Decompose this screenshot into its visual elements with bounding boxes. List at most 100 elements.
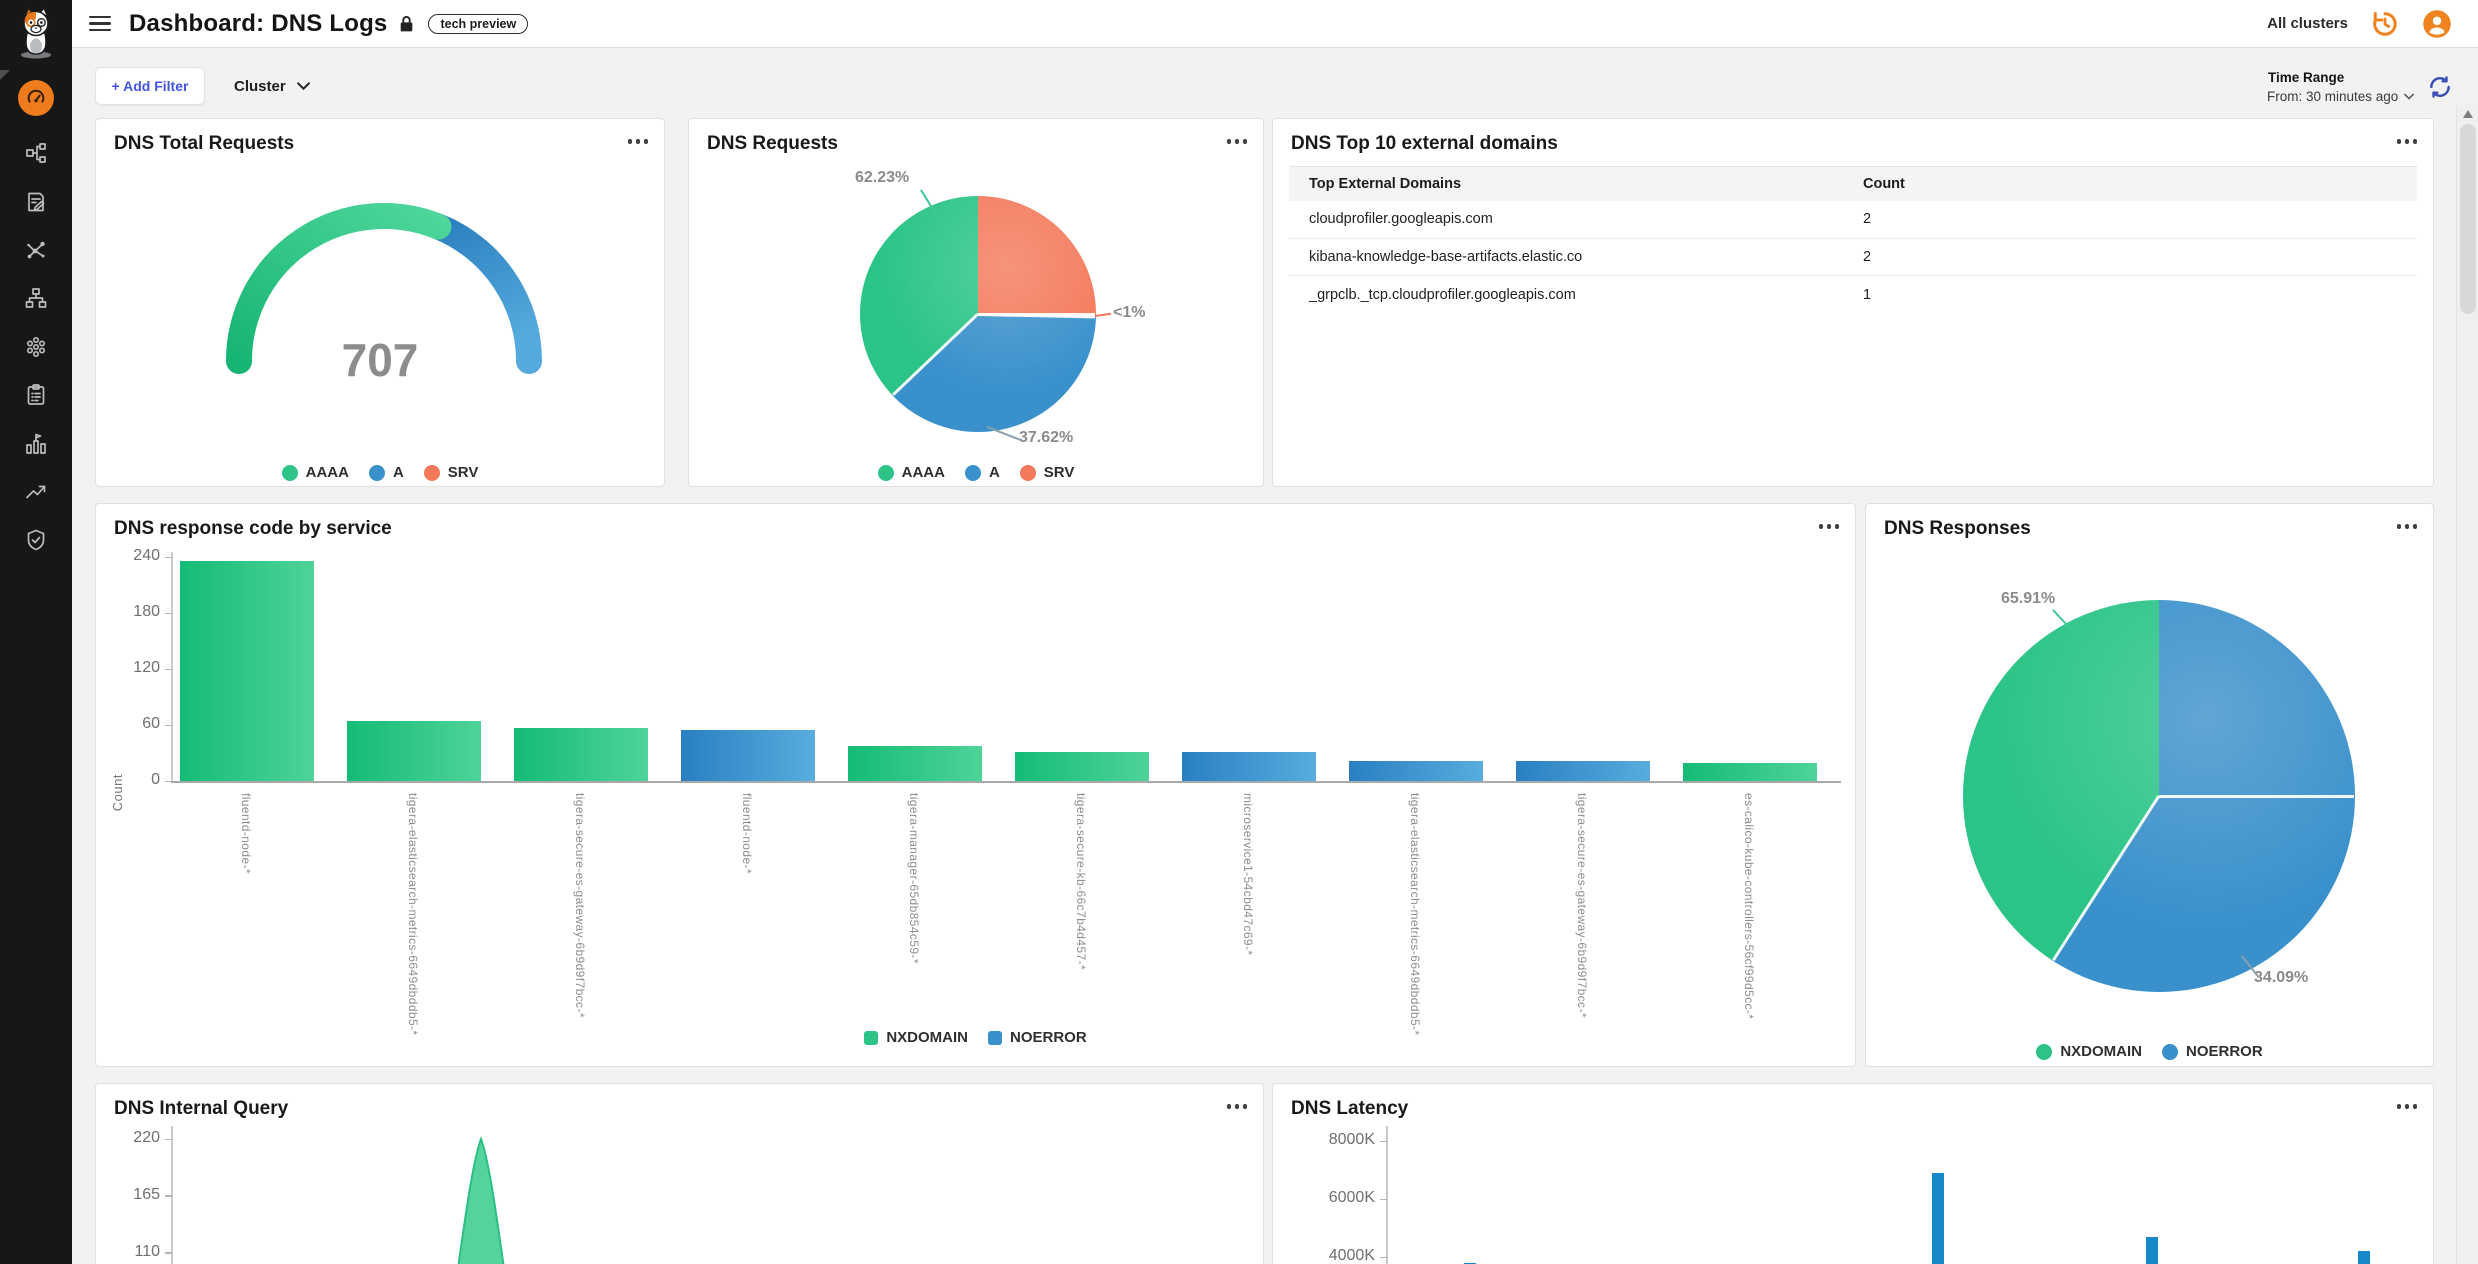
gauge-total-value: 707 (341, 334, 419, 386)
legend-swatch (281, 464, 298, 481)
cell-domain: _grpclb._tcp.cloudprofiler.googleapis.co… (1309, 286, 1576, 303)
y-tick-label: 6000K (1328, 1189, 1375, 1206)
dns-responses-pie-chart[interactable] (1963, 600, 2355, 992)
y-tick-mark (165, 780, 172, 782)
latency-bar[interactable] (2146, 1236, 2159, 1264)
time-range-value: From: 30 minutes ago (2267, 89, 2399, 104)
legend-item-aaaa[interactable]: AAAA (281, 464, 349, 481)
cell-count: 2 (1863, 211, 1872, 228)
bar-nxdomain[interactable] (1015, 752, 1149, 781)
sidebar-item-service-graph[interactable] (24, 226, 48, 274)
bar-nxdomain[interactable] (514, 727, 648, 781)
chevron-down-icon (2404, 93, 2415, 100)
pie-label-noerror: 34.09% (2254, 969, 2309, 986)
bar-chart-plot: Count 0 60 120 180 240 fluentd-node-* tigera-e… (96, 504, 1855, 1066)
scrollbar[interactable] (2456, 105, 2478, 1264)
bar-noerror[interactable] (1182, 752, 1316, 781)
panel-menu-button[interactable] (627, 139, 648, 144)
sidebar-item-activity[interactable] (24, 419, 48, 467)
tech-preview-badge: tech preview (428, 13, 529, 34)
sidebar-item-trends[interactable] (24, 468, 48, 516)
bar-nxdomain[interactable] (1683, 763, 1817, 781)
scrollbar-up-arrow[interactable] (2463, 110, 2473, 118)
bar-nxdomain[interactable] (347, 721, 481, 781)
legend-swatch (368, 464, 385, 481)
trend-up-icon (26, 485, 46, 499)
legend-item-a[interactable]: A (964, 464, 1000, 481)
panel-dns-internal-query: DNS Internal Query 220 165 110 (95, 1083, 1264, 1264)
pie-label-aaaa: 62.23% (855, 169, 910, 186)
latency-bar[interactable] (1463, 1262, 1476, 1264)
panel-menu-button[interactable] (1226, 1104, 1247, 1109)
cluster-scope-label[interactable]: All clusters (2267, 15, 2348, 32)
sidebar-item-endpoints[interactable] (24, 323, 48, 371)
sidebar-item-dashboard[interactable] (18, 80, 54, 116)
bar-nxdomain[interactable] (848, 745, 982, 781)
latency-bar[interactable] (2358, 1251, 2371, 1264)
panel-dns-responses: DNS Responses 65.91% 34.09% NXDOMAIN NOER… (1865, 503, 2434, 1067)
legend-item-noerror[interactable]: NOERROR (2162, 1043, 2263, 1060)
panel-menu-button[interactable] (2396, 1104, 2417, 1109)
legend-label: NXDOMAIN (2060, 1043, 2142, 1060)
legend-item-aaaa[interactable]: AAAA (877, 464, 945, 481)
legend-item-srv[interactable]: SRV (423, 464, 478, 481)
legend-label: NOERROR (1010, 1029, 1087, 1046)
legend-item-srv[interactable]: SRV (1019, 464, 1074, 481)
y-axis-line (1386, 1126, 1388, 1264)
y-tick-mark (165, 668, 172, 671)
panel-menu-button[interactable] (2396, 139, 2417, 144)
legend-item-nxdomain[interactable]: NXDOMAIN (864, 1029, 968, 1046)
add-filter-button[interactable]: + Add Filter (95, 67, 205, 105)
clipboard-icon (27, 384, 45, 405)
scrollbar-thumb[interactable] (2460, 124, 2476, 314)
table-row[interactable]: kibana-knowledge-base-artifacts.elastic.… (1289, 239, 2417, 277)
pie-slice-divider (2052, 795, 2161, 961)
panel-dns-latency: DNS Latency Microseconds 8000K 6000K 4000K (1272, 1083, 2434, 1264)
legend-label: AAAA (901, 464, 945, 481)
hamburger-menu-button[interactable] (89, 12, 113, 36)
panel-menu-button[interactable] (1226, 139, 1247, 144)
latency-bar[interactable] (1931, 1172, 1944, 1264)
legend-label: A (392, 464, 404, 481)
sidebar-item-nodes[interactable] (24, 274, 48, 322)
bar-noerror[interactable] (681, 729, 815, 781)
x-axis-category-label: microservice1-54cbd47c69-* (1241, 793, 1255, 956)
shield-check-icon (27, 529, 45, 551)
panel-dns-top-external-domains: DNS Top 10 external domains Top External… (1272, 118, 2434, 487)
legend-item-a[interactable]: A (368, 464, 404, 481)
dns-internal-query-area[interactable] (172, 1084, 1265, 1264)
panel-dns-response-code-by-service: DNS response code by service Count 0 60 12… (95, 503, 1856, 1067)
history-icon[interactable] (2370, 9, 2400, 39)
sidebar-item-compliance-reports[interactable] (24, 371, 48, 419)
endpoints-cluster-icon (26, 336, 46, 357)
legend-item-noerror[interactable]: NOERROR (988, 1029, 1087, 1046)
sidebar-item-threat-defense[interactable] (24, 516, 48, 564)
legend-item-nxdomain[interactable]: NXDOMAIN (2036, 1043, 2142, 1060)
bar-nxdomain[interactable] (180, 560, 314, 781)
page-title: Dashboard: DNS Logs (129, 9, 388, 37)
bar-chart-flag-icon (26, 433, 46, 454)
bar-noerror[interactable] (1349, 761, 1483, 781)
y-tick-label: 110 (134, 1242, 160, 1260)
user-avatar-icon[interactable] (2422, 9, 2452, 39)
time-range-selector[interactable]: From: 30 minutes ago (2267, 89, 2415, 104)
y-tick-mark (1380, 1140, 1387, 1142)
panel-menu-button[interactable] (1818, 524, 1839, 529)
sitemap-icon (25, 288, 47, 309)
panel-menu-button[interactable] (2396, 524, 2417, 529)
legend-label: A (988, 464, 1000, 481)
panel-title: DNS Requests (707, 133, 838, 154)
dns-total-requests-gauge[interactable] (96, 119, 666, 488)
dns-requests-pie-chart[interactable] (860, 196, 1096, 432)
table-row[interactable]: _grpclb._tcp.cloudprofiler.googleapis.co… (1289, 276, 2417, 314)
panel-title: DNS Internal Query (114, 1098, 289, 1119)
table-row[interactable]: cloudprofiler.googleapis.com 2 (1289, 201, 2417, 239)
cluster-dropdown[interactable]: Cluster (234, 67, 310, 105)
bar-noerror[interactable] (1516, 761, 1650, 781)
sidebar-item-network-topology[interactable] (24, 129, 48, 177)
refresh-icon[interactable] (2427, 74, 2453, 100)
y-tick-mark (165, 1195, 172, 1197)
pie-slice-divider (892, 313, 979, 396)
sidebar-item-policies[interactable] (24, 177, 48, 225)
